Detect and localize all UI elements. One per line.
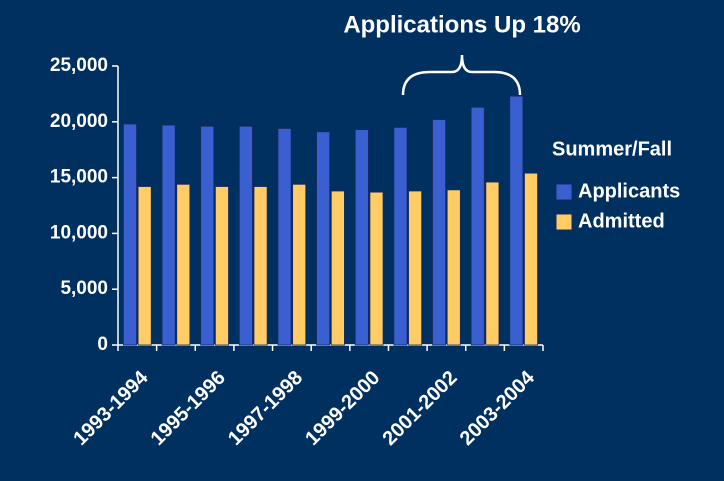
bar xyxy=(509,95,524,346)
bar xyxy=(408,190,423,346)
y-tick-label: 15,000 xyxy=(50,167,108,188)
x-tick-label: 1999-2000 xyxy=(301,367,384,450)
y-tick-label: 10,000 xyxy=(50,222,108,243)
legend-label: Admitted xyxy=(578,210,665,232)
y-tick-label: 20,000 xyxy=(50,111,108,132)
bar xyxy=(470,106,485,346)
bar xyxy=(524,172,538,346)
legend-swatch xyxy=(555,183,573,201)
y-tick-label: 0 xyxy=(97,334,108,355)
bar xyxy=(277,128,292,346)
bar xyxy=(432,119,447,346)
y-tick-label: 5,000 xyxy=(60,278,108,299)
legend-swatch xyxy=(555,213,573,231)
legend-title: Summer/Fall xyxy=(552,138,672,160)
x-tick-label: 1995-1996 xyxy=(147,367,230,450)
brace xyxy=(401,54,522,96)
bar xyxy=(316,131,331,346)
bar xyxy=(292,183,307,346)
bar xyxy=(238,125,253,346)
y-tick-label: 25,000 xyxy=(50,55,108,76)
bar xyxy=(253,186,268,346)
legend-label: Applicants xyxy=(578,180,680,202)
x-tick-label: 1993-1994 xyxy=(69,366,153,450)
bar xyxy=(446,189,461,346)
x-tick-label: 1997-1998 xyxy=(224,367,307,450)
x-tick-label: 2001-2002 xyxy=(378,367,461,450)
bar xyxy=(176,183,191,346)
bar xyxy=(137,186,152,346)
bar xyxy=(123,123,137,346)
x-tick-label: 2003-2004 xyxy=(456,366,540,450)
annotation: Applications Up 18% xyxy=(343,11,580,38)
bar xyxy=(369,191,384,346)
bar xyxy=(214,186,229,346)
bar xyxy=(161,124,176,346)
bar xyxy=(485,181,500,346)
bar xyxy=(354,129,369,346)
bar xyxy=(330,190,345,346)
bar xyxy=(393,126,408,346)
bar xyxy=(200,125,215,346)
